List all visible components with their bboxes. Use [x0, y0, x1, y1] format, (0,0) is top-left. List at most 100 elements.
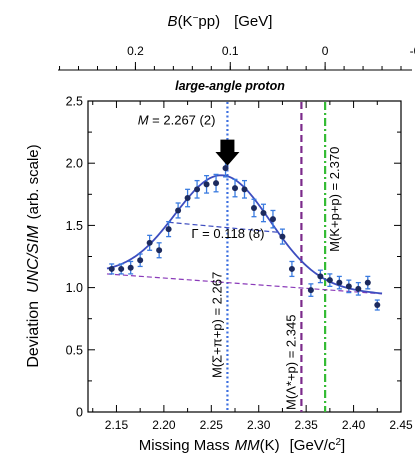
y-axis-label-var: UNC/SIM	[25, 225, 42, 293]
point-marker	[213, 180, 220, 187]
top-axis-title-unit: [GeV]	[234, 13, 272, 30]
point-marker	[118, 265, 125, 272]
top-tick-label: 0.2	[127, 44, 144, 58]
point-marker	[127, 264, 134, 271]
point-marker	[156, 247, 163, 254]
point-marker	[184, 195, 191, 202]
top-axis-title-sup: −	[193, 13, 199, 24]
data-point	[288, 260, 295, 278]
point-marker	[222, 165, 229, 172]
chart-subtitle: large-angle proton	[175, 79, 285, 93]
point-marker	[374, 302, 381, 309]
peak-label: M = 2.267 (2)	[138, 112, 216, 127]
x-tick-label: 2.20	[152, 418, 176, 432]
data-point	[279, 228, 286, 245]
vertical-line-label-2: M(Λ*+p) = 2.345	[283, 315, 298, 410]
width-label: Γ = 0.118 (8)	[191, 226, 264, 241]
y-tick-label: 1.0	[66, 281, 83, 295]
y-tick-label: 2.0	[66, 157, 83, 171]
top-tick-label: -0.1	[410, 44, 415, 58]
point-marker	[279, 233, 286, 240]
top-axis-title-arg-end: pp)	[198, 13, 220, 30]
background-line	[106, 273, 383, 295]
data-point	[108, 263, 115, 275]
y-axis-label-unit: (arb. scale)	[25, 144, 42, 219]
x-axis-label-text: Missing Mass	[139, 437, 230, 454]
x-axis-label: Missing Mass MM(K) [GeV/c2]	[139, 437, 345, 455]
peak-arrow	[215, 139, 240, 166]
point-marker	[317, 273, 324, 280]
point-marker	[269, 216, 276, 223]
point-marker	[165, 226, 172, 233]
top-axis-title-arg: (K	[178, 13, 193, 30]
data-point	[317, 269, 324, 284]
data-point	[326, 273, 333, 288]
top-tick-label: 0.1	[222, 44, 239, 58]
x-tick-label: 2.35	[294, 418, 318, 432]
point-marker	[288, 265, 295, 272]
annotations: M = 2.267 (2) Γ = 0.118 (8) M(Σ+π+p) = 2.2…	[138, 112, 342, 410]
x-axis-label-unit-end: ]	[341, 437, 345, 454]
point-marker	[137, 257, 144, 264]
x-tick-label: 2.45	[389, 418, 413, 432]
data-point	[175, 202, 182, 219]
point-marker	[336, 279, 343, 286]
data-point	[137, 253, 144, 268]
vertical-line-label-1: M(Σ+π+p) = 2.267	[209, 272, 224, 378]
point-marker	[307, 287, 314, 294]
point-marker	[345, 283, 352, 290]
data-point	[374, 299, 381, 311]
data-point	[355, 281, 362, 296]
y-tick-label: 0	[76, 406, 83, 420]
point-marker	[250, 204, 257, 211]
y-tick-label: 1.5	[66, 219, 83, 233]
data-point	[232, 178, 239, 198]
data-point	[118, 263, 125, 275]
point-marker	[108, 265, 115, 272]
point-marker	[355, 285, 362, 292]
data-point	[194, 179, 201, 199]
data-point	[203, 174, 210, 194]
x-axis-label-unit: [GeV/c	[290, 437, 336, 454]
top-axis: 0.2 0.1 0 -0.1	[58, 44, 415, 71]
y-axis-label: Deviation UNC/SIM (arb. scale)	[25, 144, 42, 367]
data-points	[108, 158, 381, 311]
data-point	[146, 234, 153, 251]
data-point	[364, 275, 371, 290]
data-point	[345, 279, 352, 294]
data-point	[165, 221, 172, 238]
width-line	[168, 221, 278, 233]
x-tick-label: 2.40	[342, 418, 366, 432]
data-point	[307, 283, 314, 297]
point-marker	[364, 279, 371, 286]
x-tick-label: 2.25	[200, 418, 224, 432]
top-tick-label: 0	[322, 44, 329, 58]
point-marker	[194, 186, 201, 193]
point-marker	[146, 239, 153, 246]
x-tick-label: 2.15	[105, 418, 129, 432]
point-marker	[203, 181, 210, 188]
peak-label-value: = 2.267 (2)	[149, 112, 216, 127]
y-tick-label: 2.5	[66, 95, 83, 109]
top-axis-title: B(K−pp) [GeV]	[168, 13, 273, 31]
data-point	[184, 188, 191, 208]
data-point	[241, 179, 248, 199]
data-point	[213, 173, 220, 193]
y-tick-label: 0.5	[66, 343, 83, 357]
point-marker	[241, 186, 248, 193]
top-axis-title-var: B	[168, 13, 178, 30]
data-point	[250, 198, 257, 218]
data-point	[127, 260, 134, 275]
point-marker	[326, 277, 333, 284]
data-point	[336, 275, 343, 290]
point-marker	[232, 185, 239, 192]
point-marker	[175, 207, 182, 214]
point-marker	[260, 209, 267, 216]
vertical-line-label-3: M(K+p+p) = 2.370	[327, 147, 342, 252]
x-axis-label-var: MM	[235, 437, 260, 454]
axis-ticks: 2.15 2.20 2.25 2.30 2.35 2.40 2.45 0 0.5 1.0 1.5 2.…	[66, 95, 413, 433]
peak-label-var: M	[138, 112, 149, 127]
x-axis-label-unit-sup: 2	[335, 437, 341, 448]
x-axis-label-arg: (K)	[260, 437, 280, 454]
